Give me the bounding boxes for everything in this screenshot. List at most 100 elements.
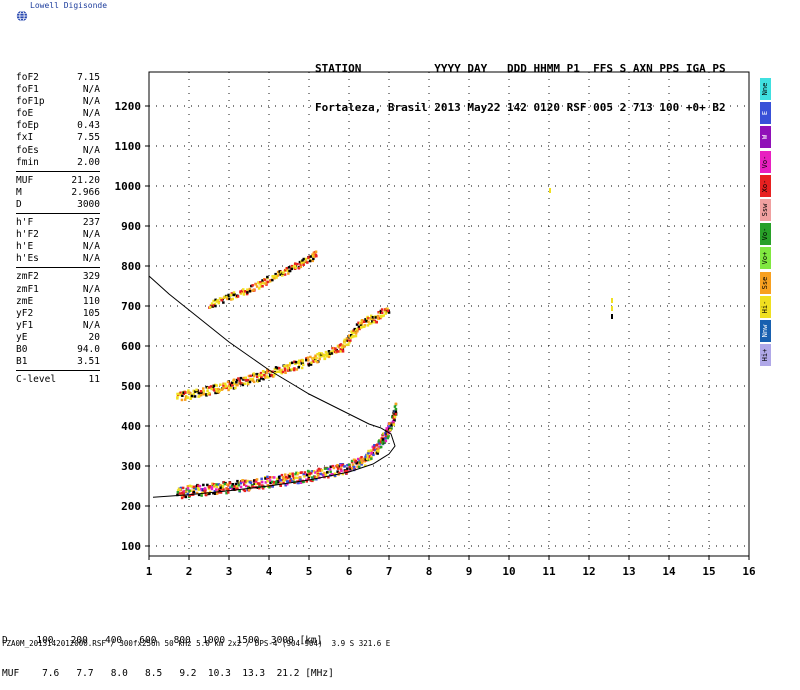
third-hop-echo bbox=[274, 274, 277, 278]
second-hop-echo bbox=[363, 324, 367, 327]
f-layer-echo bbox=[202, 483, 205, 487]
distance-unit: [km] bbox=[299, 635, 323, 646]
legend-swatch: Sse bbox=[760, 271, 771, 294]
f-layer-echo bbox=[329, 465, 332, 468]
legend-label: Xo- bbox=[761, 179, 769, 193]
second-hop-echo bbox=[332, 347, 336, 350]
second-hop-echo bbox=[214, 391, 217, 395]
param-name: yF2 bbox=[16, 307, 34, 319]
second-hop-echo bbox=[237, 377, 240, 380]
third-hop-echo bbox=[299, 263, 302, 266]
param-row-b0: B0 94.0 bbox=[16, 344, 100, 356]
param-name: B0 bbox=[16, 343, 28, 355]
f-layer-echo bbox=[311, 470, 314, 473]
third-hop-echo bbox=[225, 295, 228, 299]
y-tick-label: 700 bbox=[121, 300, 141, 313]
f-layer-echo bbox=[236, 479, 239, 483]
f-layer-echo bbox=[217, 488, 221, 491]
second-hop-echo bbox=[327, 355, 331, 359]
third-hop-echo bbox=[301, 259, 304, 262]
second-hop-echo bbox=[225, 386, 228, 390]
second-hop-echo bbox=[262, 377, 265, 381]
x-tick-label: 5 bbox=[306, 565, 313, 578]
f-layer-echo bbox=[215, 483, 218, 486]
param-row-clevel: C-level 11 bbox=[16, 374, 100, 386]
f-layer-echo bbox=[333, 472, 337, 475]
second-hop-echo bbox=[242, 378, 245, 381]
f-layer-echo bbox=[219, 491, 223, 494]
f-layer-echo bbox=[384, 437, 387, 440]
f-layer-echo bbox=[198, 484, 202, 488]
lowell-logo: Lowell Digisonde bbox=[8, 0, 128, 26]
f-layer-echo bbox=[279, 484, 282, 487]
second-hop-echo bbox=[231, 384, 234, 387]
second-hop-echo bbox=[362, 320, 366, 323]
f-layer-echo bbox=[377, 447, 380, 450]
f-layer-echo bbox=[295, 471, 298, 475]
f-layer-echo bbox=[339, 465, 343, 468]
second-hop-echo bbox=[199, 390, 203, 393]
third-hop-echo bbox=[302, 263, 305, 266]
f-layer-echo bbox=[241, 480, 244, 483]
third-hop-echo bbox=[261, 285, 264, 288]
second-hop-echo bbox=[328, 352, 332, 355]
second-hop-echo bbox=[273, 373, 276, 377]
param-row-he: h'E N/A bbox=[16, 241, 100, 253]
param-value: N/A bbox=[82, 241, 100, 253]
second-hop-echo bbox=[363, 325, 366, 328]
second-hop-echo bbox=[209, 385, 213, 388]
f-layer-echo bbox=[296, 476, 299, 480]
second-hop-echo bbox=[228, 382, 232, 385]
second-hop-echo bbox=[274, 366, 278, 369]
second-hop-echo bbox=[343, 338, 346, 342]
legend-swatch: Vo- bbox=[760, 223, 771, 246]
second-hop-echo bbox=[213, 389, 216, 392]
second-hop-echo bbox=[222, 384, 225, 387]
f-layer-echo bbox=[282, 481, 285, 485]
f-layer-echo bbox=[354, 460, 358, 463]
third-hop-echo bbox=[308, 259, 312, 263]
second-hop-echo bbox=[371, 317, 375, 321]
f-layer-echo bbox=[242, 481, 246, 484]
f-layer-echo bbox=[301, 480, 305, 484]
y-tick-label: 1000 bbox=[115, 180, 142, 193]
f-layer-echo bbox=[211, 482, 214, 486]
f-layer-echo bbox=[314, 471, 317, 474]
f-layer-echo bbox=[273, 476, 276, 479]
param-row-hes: h'Es N/A bbox=[16, 253, 100, 265]
f-layer-echo bbox=[266, 477, 269, 480]
third-hop-echo bbox=[271, 278, 274, 282]
second-hop-echo bbox=[256, 380, 260, 383]
second-hop-echo bbox=[307, 359, 310, 362]
plot-frame bbox=[148, 71, 750, 557]
second-hop-echo bbox=[178, 393, 182, 397]
second-hop-echo bbox=[194, 390, 197, 393]
f-layer-echo bbox=[291, 475, 295, 478]
second-hop-echo bbox=[208, 386, 211, 389]
f-layer-echo bbox=[358, 465, 361, 468]
param-name: zmF2 bbox=[16, 271, 39, 283]
f-layer-echo bbox=[285, 478, 288, 481]
second-hop-echo bbox=[217, 391, 221, 394]
second-hop-echo bbox=[310, 361, 313, 364]
f-layer-echo bbox=[294, 476, 297, 479]
muf-values: 7.6 7.7 8.0 8.5 9.2 10.3 13.3 21.2 bbox=[30, 668, 300, 679]
third-hop-echo bbox=[290, 264, 294, 268]
f-layer-echo bbox=[390, 424, 393, 427]
third-hop-echo bbox=[266, 275, 269, 279]
second-hop-echo bbox=[379, 314, 383, 318]
third-hop-echo bbox=[214, 298, 217, 302]
second-hop-echo bbox=[218, 389, 221, 392]
third-hop-echo bbox=[312, 257, 315, 261]
third-hop-echo bbox=[272, 275, 275, 278]
param-row-ye: yE 20 bbox=[16, 332, 100, 344]
f-layer-echo bbox=[284, 473, 287, 476]
second-hop-echo bbox=[273, 367, 277, 371]
second-hop-echo bbox=[179, 391, 182, 394]
second-hop-echo bbox=[315, 356, 318, 360]
f-layer-echo bbox=[359, 461, 362, 464]
second-hop-echo bbox=[345, 337, 349, 340]
f-layer-echo bbox=[372, 448, 375, 451]
legend-label: W bbox=[761, 135, 769, 140]
second-hop-echo bbox=[285, 364, 288, 367]
